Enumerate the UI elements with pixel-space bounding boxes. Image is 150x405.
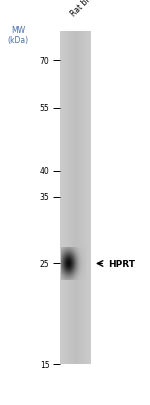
Text: MW
(kDa): MW (kDa) bbox=[8, 26, 29, 45]
Text: 15: 15 bbox=[40, 360, 50, 369]
Text: 70: 70 bbox=[40, 56, 50, 66]
Text: HPRT: HPRT bbox=[108, 259, 135, 268]
Text: 25: 25 bbox=[40, 259, 50, 268]
Text: Rat brain: Rat brain bbox=[69, 0, 100, 18]
Text: 55: 55 bbox=[40, 104, 50, 113]
Text: 35: 35 bbox=[40, 193, 50, 202]
Text: 40: 40 bbox=[40, 167, 50, 176]
